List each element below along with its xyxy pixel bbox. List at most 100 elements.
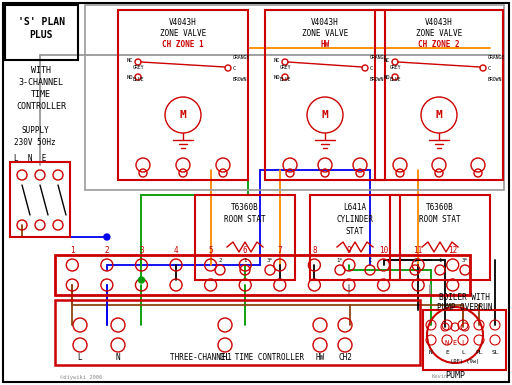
Text: PUMP: PUMP: [445, 370, 465, 380]
Text: GREY: GREY: [280, 65, 291, 70]
Text: CH1: CH1: [218, 353, 232, 363]
Text: STAT: STAT: [346, 226, 364, 236]
Text: SL: SL: [491, 350, 499, 355]
Text: 2: 2: [219, 258, 222, 263]
Text: NO: NO: [126, 75, 133, 79]
Text: 9: 9: [347, 246, 351, 254]
Text: ROOM STAT: ROOM STAT: [419, 214, 461, 224]
Circle shape: [104, 234, 110, 240]
Text: ©diywiki 2006: ©diywiki 2006: [60, 375, 102, 380]
Text: GREY: GREY: [133, 65, 144, 70]
Text: NC: NC: [273, 57, 280, 62]
Text: 3: 3: [139, 246, 144, 254]
Bar: [5, 5, 78, 60]
Text: 230V 50Hz: 230V 50Hz: [14, 137, 56, 147]
Text: N: N: [429, 350, 433, 355]
Text: V4043H: V4043H: [169, 17, 197, 27]
Text: 6: 6: [243, 246, 247, 254]
Text: PLUS: PLUS: [29, 30, 53, 40]
Text: 1: 1: [438, 258, 442, 263]
Text: 3*: 3*: [267, 258, 273, 263]
Text: TIME: TIME: [31, 89, 51, 99]
Text: L: L: [461, 350, 465, 355]
Bar: [55, 255, 470, 295]
Text: M: M: [180, 110, 186, 120]
Text: 8: 8: [312, 246, 317, 254]
Text: 5: 5: [208, 246, 213, 254]
Text: BROWN: BROWN: [233, 77, 247, 82]
Text: 1*: 1*: [337, 258, 343, 263]
Text: HW: HW: [321, 40, 330, 49]
Text: 3*: 3*: [462, 258, 468, 263]
Text: V4043H: V4043H: [425, 17, 453, 27]
Text: BROWN: BROWN: [370, 77, 385, 82]
Text: BLUE: BLUE: [390, 77, 401, 82]
Text: CH2: CH2: [338, 353, 352, 363]
Text: ORANGE: ORANGE: [488, 55, 505, 60]
Text: ORANGE: ORANGE: [370, 55, 387, 60]
Text: L: L: [461, 340, 465, 346]
Bar: [195, 195, 295, 280]
Text: C: C: [233, 65, 236, 70]
Text: BLUE: BLUE: [133, 77, 144, 82]
Text: L: L: [78, 353, 82, 363]
Text: T6360B: T6360B: [426, 203, 454, 211]
Bar: [310, 195, 400, 280]
Bar: [118, 10, 248, 180]
Text: 7: 7: [278, 246, 282, 254]
Text: NO: NO: [383, 75, 390, 79]
Text: N: N: [116, 353, 120, 363]
Text: 1: 1: [70, 246, 75, 254]
Text: E: E: [445, 350, 449, 355]
Text: L641A: L641A: [344, 203, 367, 211]
Text: NC: NC: [126, 57, 133, 62]
Text: HW: HW: [315, 353, 325, 363]
Bar: [10, 162, 70, 237]
Text: V4043H: V4043H: [311, 17, 339, 27]
Text: 2: 2: [104, 246, 109, 254]
Text: 10: 10: [379, 246, 388, 254]
Text: 'S' PLAN: 'S' PLAN: [17, 17, 65, 27]
Text: ORANGE: ORANGE: [233, 55, 250, 60]
Text: M: M: [436, 110, 442, 120]
Text: (PF) (9w): (PF) (9w): [450, 360, 479, 365]
Text: M: M: [322, 110, 328, 120]
Text: L  N  E: L N E: [14, 154, 46, 162]
Text: CONTROLLER: CONTROLLER: [16, 102, 66, 110]
Text: ZONE VALVE: ZONE VALVE: [416, 28, 462, 37]
Bar: [265, 10, 385, 180]
Text: CYLINDER: CYLINDER: [336, 214, 373, 224]
Bar: [85, 5, 504, 190]
Text: PUMP OVERRUN: PUMP OVERRUN: [437, 303, 492, 313]
Text: ROOM STAT: ROOM STAT: [224, 214, 266, 224]
Text: E: E: [453, 340, 457, 346]
Text: CH ZONE 2: CH ZONE 2: [418, 40, 460, 49]
Bar: [390, 195, 490, 280]
Bar: [423, 310, 506, 370]
Text: ZONE VALVE: ZONE VALVE: [160, 28, 206, 37]
Text: T6360B: T6360B: [231, 203, 259, 211]
Text: CH ZONE 1: CH ZONE 1: [162, 40, 204, 49]
Text: NO: NO: [273, 75, 280, 79]
Bar: [55, 300, 420, 365]
Text: C: C: [488, 65, 491, 70]
Text: BROWN: BROWN: [488, 77, 502, 82]
Text: 11: 11: [414, 246, 423, 254]
Text: 2: 2: [413, 258, 417, 263]
Text: 4: 4: [174, 246, 178, 254]
Text: 1: 1: [243, 258, 247, 263]
Circle shape: [138, 277, 144, 283]
Text: C: C: [370, 65, 373, 70]
Text: ZONE VALVE: ZONE VALVE: [302, 28, 348, 37]
Text: 12: 12: [448, 246, 457, 254]
Text: NC: NC: [383, 57, 390, 62]
Text: Kevin: Kevin: [432, 375, 448, 380]
Text: WITH: WITH: [31, 65, 51, 75]
Text: GREY: GREY: [390, 65, 401, 70]
Text: THREE-CHANNEL TIME CONTROLLER: THREE-CHANNEL TIME CONTROLLER: [170, 353, 305, 362]
Text: BLUE: BLUE: [280, 77, 291, 82]
Text: BOILER WITH: BOILER WITH: [439, 293, 490, 303]
Text: PL: PL: [475, 350, 483, 355]
Text: C: C: [368, 258, 372, 263]
Text: N: N: [445, 340, 449, 346]
